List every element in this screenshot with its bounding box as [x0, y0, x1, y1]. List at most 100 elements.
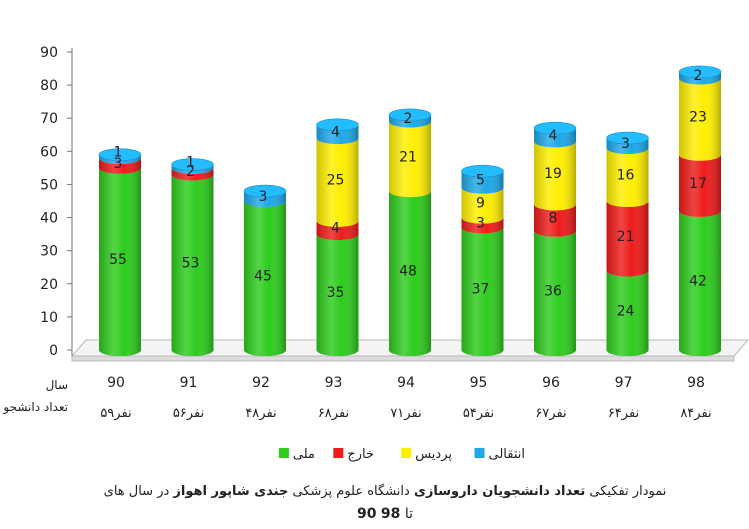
y-tick-label: 80: [40, 78, 58, 94]
data-label: 53: [182, 255, 200, 271]
bar-segment-shading: [606, 148, 649, 207]
total-label: ۶۷نفر: [535, 406, 566, 421]
total-label: ۶۸نفر: [318, 406, 349, 421]
y-tick-label: 60: [40, 144, 58, 160]
data-label: 1: [114, 145, 123, 161]
x-tick-label: 98: [687, 375, 705, 391]
bar-segment-shading: [679, 210, 721, 356]
bar-top-cap: [533, 121, 577, 135]
legend-swatch: [278, 448, 289, 458]
data-label: 1: [186, 155, 195, 171]
y-axis: 0 10 20 30 40 50 60 70 80 90: [40, 45, 73, 359]
bar-segment-shading: [389, 114, 431, 128]
data-label: 2: [694, 68, 703, 84]
caption-pre: نمودار تفکیکی: [585, 484, 667, 499]
bar-stack-95: 37 3 9 5: [461, 164, 504, 356]
data-label: 4: [549, 128, 558, 144]
bar-top-cap: [388, 108, 432, 122]
bar-segment-shading: [244, 191, 286, 207]
bar-segment-shading: [244, 201, 286, 356]
caption-bold-1: تعداد دانشجویان داروسازی: [413, 484, 586, 499]
y-tick-label: 50: [40, 177, 58, 193]
bar-segment-shading: [316, 220, 359, 241]
bar-top-cap: [606, 131, 649, 145]
legend-swatch: [333, 448, 344, 458]
data-label: 36: [544, 283, 562, 299]
bar-stack-93: 35 4 25 4: [316, 118, 359, 356]
bar-segment-shading: [461, 227, 504, 356]
data-label: 16: [617, 168, 635, 184]
x-axis: سال تعداد دانشجو 90 ۵۹نفر 91 ۵۶نفر 92 ۴۸نفر 93 ۶۸…: [2, 375, 711, 421]
data-label: 2: [404, 111, 413, 127]
bar-top-cap: [98, 148, 142, 161]
legend-swatch: [474, 448, 485, 458]
data-label: 21: [399, 149, 417, 165]
bar-segment-shading: [316, 124, 359, 145]
legend-label: پردیس: [415, 447, 452, 462]
caption-year-start: 90: [356, 506, 377, 522]
data-label: 42: [689, 273, 707, 289]
bar-stack-96: 36 8 19 4: [533, 121, 577, 356]
data-label: 25: [327, 172, 345, 188]
caption-post: در سال های: [103, 484, 174, 499]
data-label: 3: [476, 216, 485, 232]
total-label: ۵۹نفر: [100, 406, 131, 421]
bar-top-cap: [243, 184, 287, 198]
total-label: ۴۸نفر: [245, 406, 276, 421]
y-tick-label: 20: [40, 277, 58, 293]
x-tick-label: 97: [615, 375, 633, 391]
x-tick-label: 90: [107, 375, 125, 391]
data-label: 24: [617, 303, 635, 319]
bar-stack-94: 48 21 2: [388, 108, 432, 356]
data-label: 21: [617, 229, 635, 245]
bar-stack-98: 42 17 23 2: [678, 65, 722, 356]
bar-top-cap: [171, 158, 214, 171]
data-label: 45: [254, 269, 272, 285]
bar-segment-shading: [171, 167, 214, 181]
data-label: 23: [689, 110, 707, 126]
bars: 5531532145335425448212373953681942421163…: [98, 65, 722, 356]
bar-segment-shading: [679, 71, 721, 85]
row-label-count: تعداد دانشجو: [2, 400, 68, 415]
bar-segment-shading: [534, 141, 576, 211]
bar-stack-90: 55 31: [98, 145, 142, 356]
x-tick-label: 94: [397, 375, 415, 391]
bar-segment-shading: [171, 164, 214, 174]
bar-segment-shading: [679, 154, 721, 217]
data-label: 3: [621, 136, 630, 152]
bar-segment-shading: [461, 171, 504, 194]
data-label: 48: [399, 264, 417, 280]
y-tick-label: 70: [40, 111, 58, 127]
bar-segment-shading: [99, 154, 141, 164]
legend-swatch: [401, 448, 412, 458]
bar-segment-shading: [389, 121, 431, 198]
x-tick-label: 96: [542, 375, 560, 391]
bar-segment-shading: [316, 234, 359, 356]
bar-segment-shading: [534, 204, 576, 237]
bar-top-cap: [461, 164, 504, 178]
y-tick-label: 30: [40, 244, 58, 260]
data-label: 9: [476, 196, 485, 212]
bar-segment-shading: [606, 270, 649, 356]
legend-label: ملی: [293, 447, 315, 462]
bar-segment-shading: [171, 174, 214, 356]
y-tick-label: 0: [49, 343, 58, 359]
data-label: 5: [476, 172, 485, 188]
bar-segment-shading: [534, 128, 576, 148]
x-tick-label: 91: [180, 375, 198, 391]
bar-stack-92: 45 3: [243, 184, 287, 356]
data-label: 37: [472, 282, 490, 298]
bar-segment-shading: [461, 187, 504, 224]
y-tick-label: 90: [40, 45, 58, 61]
bar-top-cap: [678, 65, 722, 79]
data-label: 2: [186, 164, 195, 180]
bar-segment-shading: [606, 138, 649, 155]
legend: ملی خارج پردیس انتقالی: [278, 447, 525, 462]
data-label: 8: [549, 211, 558, 227]
total-label: ۷۱نفر: [390, 406, 421, 421]
bar-segment-shading: [389, 191, 431, 356]
total-label: ۶۴نفر: [608, 406, 639, 421]
caption-mid: دانشگاه علوم پزشکی: [288, 484, 414, 499]
bar-stack-97: 24 21 16 3: [606, 131, 649, 356]
